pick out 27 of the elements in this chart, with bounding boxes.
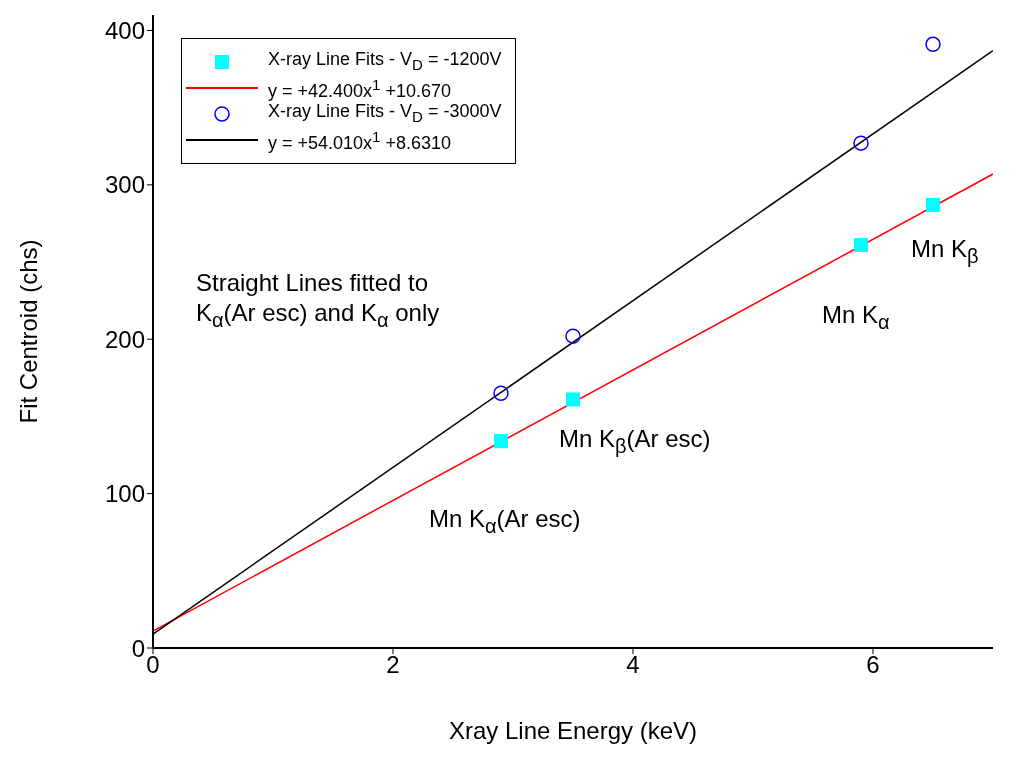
legend-label: X-ray Line Fits - V$_{D}$ = -1200V [268, 48, 502, 75]
y-tick-label: 0 [131, 634, 145, 662]
legend-label: y = +42.400x$^{1}$ +10.670 [268, 75, 452, 102]
y-tick-label: 200 [104, 325, 145, 353]
legend-label: y = +54.010x$^{1}$ +8.6310 [268, 127, 452, 154]
x-tick-label: 2 [386, 651, 400, 679]
x-tick-label: 6 [866, 651, 880, 679]
point [565, 328, 581, 344]
point [493, 385, 509, 402]
annotation: Straight Lines fitted to K$_{α}$(Ar esc) and K$_{α}$ only [196, 268, 441, 333]
point [853, 135, 869, 151]
point [566, 392, 580, 407]
x-tick-label: 4 [626, 651, 640, 679]
point [926, 197, 940, 212]
y-tick-label: 300 [104, 171, 145, 199]
x-axis-title: Xray Line Energy (keV) [448, 717, 698, 744]
point [854, 238, 868, 253]
point [494, 434, 508, 449]
point [925, 36, 941, 53]
legend-label: X-ray Line Fits - V$_{D}$ = -3000V [268, 101, 502, 127]
y-tick-label: 100 [104, 480, 145, 508]
y-axis-title: Fit Centroid (chs) [14, 239, 42, 424]
annotation: Mn K$_{α}$ [822, 301, 890, 334]
y-tick-label: 400 [104, 16, 145, 44]
annotation: Mn K$_{α}$(Ar esc) [429, 505, 581, 538]
annotation: Mn K$_{β}$ [911, 234, 979, 268]
annotation: Mn K$_{β}$(Ar esc) [559, 425, 711, 459]
